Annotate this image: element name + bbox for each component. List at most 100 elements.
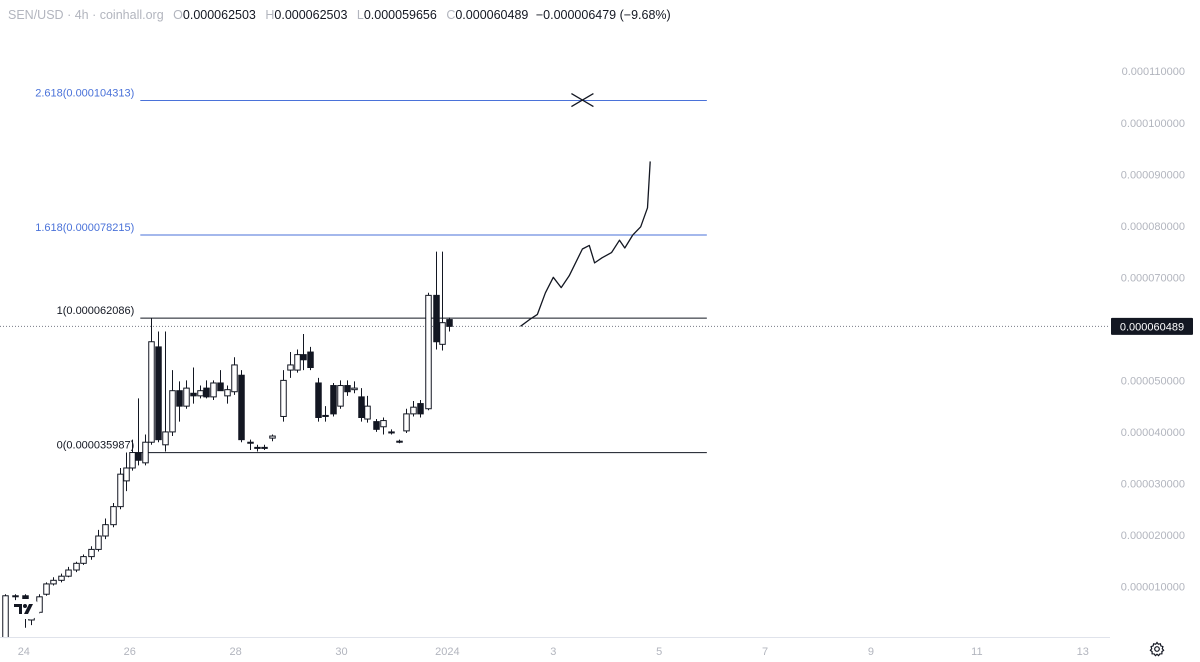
candle-body [2,595,9,639]
candle [169,370,176,437]
y-tick-label: 0.000010000 [1121,582,1185,594]
candle [417,399,424,418]
candle [294,349,301,373]
x-tick-label: 9 [868,646,874,658]
candle-body [43,583,50,595]
candle [425,292,432,411]
candle-body [396,440,403,443]
y-tick-label: 0.000080000 [1121,221,1185,233]
candle-body [446,319,453,327]
candle [88,546,95,560]
candle [73,561,80,573]
candle [65,566,72,578]
candle-body [287,364,294,371]
candle-body [351,387,358,391]
candle-body [403,413,410,432]
candle-body [183,387,190,407]
candle-body [224,389,231,397]
candle-body [417,403,424,415]
candle-body [315,382,322,418]
y-tick-label: 0.000040000 [1121,427,1185,439]
candle-body [410,406,417,415]
candle [254,444,261,452]
candle [364,395,371,423]
candle [197,385,204,399]
candle-body [261,446,268,449]
gear-icon[interactable] [1149,641,1165,657]
candle [58,573,65,583]
target-cross-line[interactable] [571,92,594,108]
candle-body [247,441,254,444]
candle [330,382,337,417]
candle [117,467,124,510]
price-axis[interactable]: 0.000010000 0.000020000 0.000030000 0.00004… [1111,66,1193,594]
candle-body [358,396,365,418]
candle-body [190,392,197,397]
candle [403,408,410,433]
high-value: 0.000062503 [274,8,348,22]
time-axis[interactable]: 24 26 28 30 2024 3 5 7 9 11 13 [0,637,1110,659]
candle [183,380,190,409]
candle [307,346,314,371]
candle-body [433,294,440,343]
candle [351,381,358,394]
candle-body [373,421,380,430]
candle-body [439,322,446,345]
candle [337,380,344,409]
candle-body [425,294,432,410]
candle-body [210,382,217,398]
x-tick-label: 7 [762,646,768,658]
candle [388,429,395,435]
candle [238,370,245,443]
candle [102,518,109,540]
candle [135,398,142,466]
x-tick-label: 2024 [435,646,459,658]
candle-body [176,390,183,407]
candle-body [322,414,329,417]
candle [322,406,329,422]
candle-body [388,431,395,434]
candle-body [254,446,261,449]
candle-body [129,452,136,469]
tradingview-logo-icon[interactable] [10,598,40,620]
candle-body [169,390,176,433]
candle [358,388,365,422]
fibonacci-levels[interactable]: 2.618(0.000104313) 1.618(0.000078215) 1(0.… [0,88,1110,454]
candle-body [203,387,210,398]
candle [231,357,238,395]
candle [261,444,268,450]
y-tick-label: 0.000090000 [1121,169,1185,181]
candle-body [380,420,387,428]
candle [373,419,380,432]
symbol-label[interactable]: SEN/USD [8,8,64,22]
x-tick-label: 13 [1077,646,1089,658]
candle [315,377,322,422]
candle [176,381,183,422]
projection-path[interactable] [520,161,651,327]
candle-body [80,556,87,564]
candle [344,380,351,396]
fib-level-label: 1.618(0.000078215) [35,222,134,234]
x-tick-label: 5 [656,646,662,658]
current-price-tag[interactable] [1111,317,1193,335]
candle [190,367,197,404]
candle-body [142,441,149,464]
candle [110,503,117,528]
candle-body [294,354,301,371]
candle-body [155,346,162,441]
candle-body [123,467,130,482]
projection-drawing[interactable] [520,92,651,327]
timeframe-label[interactable]: 4h [74,8,89,22]
candle [446,317,453,332]
candle [148,318,155,445]
close-value: 0.000060489 [455,8,529,22]
candle-body [102,524,109,537]
candle-body [337,385,344,407]
candle [142,434,149,466]
low-key: L [356,8,364,22]
open-key: O [173,8,183,22]
candle-body [12,595,19,598]
candle [224,385,231,404]
y-tick-label: 0.000020000 [1121,530,1185,542]
